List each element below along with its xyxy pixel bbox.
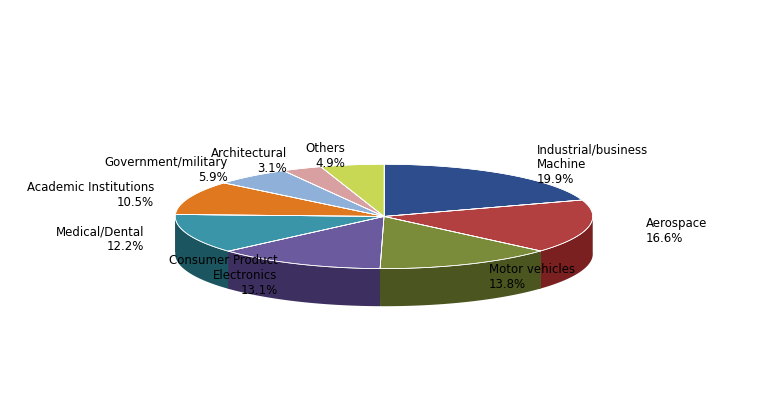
Polygon shape [384,217,540,289]
Polygon shape [384,165,582,217]
Text: Industrial/business
Machine
19.9%: Industrial/business Machine 19.9% [536,143,648,185]
Polygon shape [384,217,540,289]
Polygon shape [228,252,380,306]
Text: Academic Institutions
10.5%: Academic Institutions 10.5% [27,181,154,209]
Polygon shape [175,215,384,254]
Text: Motor vehicles
13.8%: Motor vehicles 13.8% [489,263,575,290]
Polygon shape [380,217,540,269]
Text: Architectural
3.1%: Architectural 3.1% [210,147,287,174]
Text: Consumer Product
Electronics
13.1%: Consumer Product Electronics 13.1% [169,253,278,296]
Polygon shape [175,215,384,252]
Polygon shape [175,183,384,217]
Polygon shape [384,201,593,252]
Text: Aerospace
16.6%: Aerospace 16.6% [646,216,707,244]
Polygon shape [540,216,593,289]
Text: Government/military
5.9%: Government/military 5.9% [104,155,227,183]
Polygon shape [380,217,384,306]
Polygon shape [175,215,384,254]
Polygon shape [175,216,228,289]
Polygon shape [228,217,384,269]
Polygon shape [380,217,384,306]
Polygon shape [284,167,384,217]
Polygon shape [380,252,540,306]
Text: Medical/Dental
12.2%: Medical/Dental 12.2% [56,224,145,252]
Polygon shape [228,217,384,289]
Polygon shape [228,217,384,289]
Polygon shape [321,165,384,217]
Text: Others
4.9%: Others 4.9% [305,141,346,169]
Polygon shape [224,171,384,217]
